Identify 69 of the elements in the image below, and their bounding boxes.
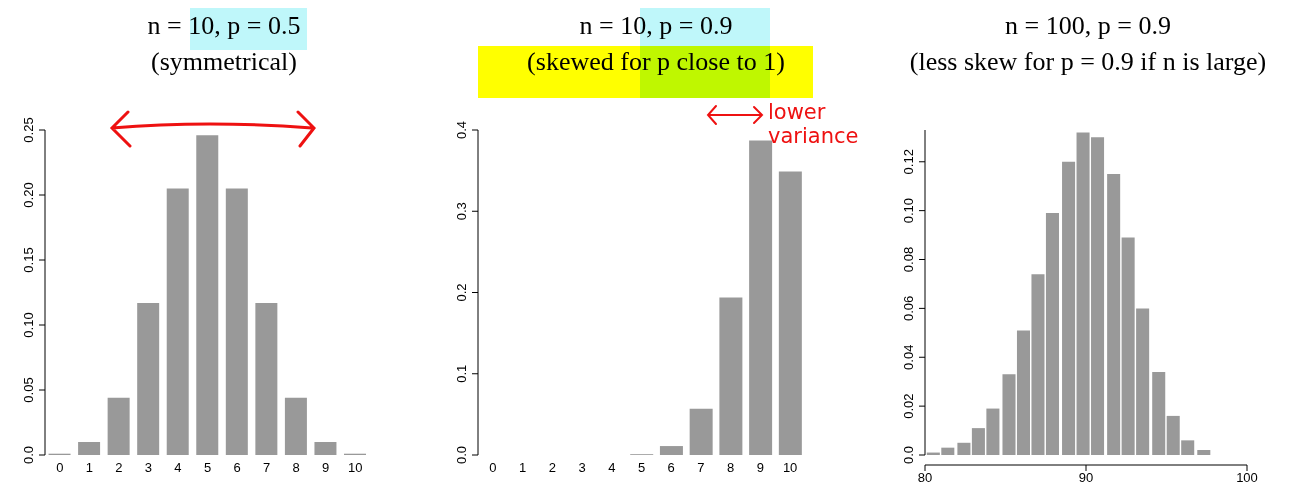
x-tick-label: 9 (322, 460, 330, 476)
y-tick-label: 0.0 (454, 445, 469, 465)
bar (137, 302, 160, 455)
bar (719, 297, 743, 455)
bar (659, 446, 683, 455)
y-tick-label: 0.20 (21, 182, 36, 208)
y-tick-label: 0.05 (21, 377, 36, 403)
y-tick-label: 0.12 (901, 149, 916, 175)
x-tick-label: 10 (347, 460, 363, 476)
y-tick-label: 0.25 (21, 117, 36, 143)
y-tick-label: 0.10 (901, 197, 916, 224)
x-tick-label: 80 (917, 470, 933, 486)
x-tick-label: 3 (144, 460, 153, 476)
x-tick-label: 0 (489, 460, 497, 476)
x-tick-label: 10 (782, 460, 798, 476)
x-tick-label: 0 (56, 460, 64, 476)
x-tick-label: 6 (667, 460, 675, 476)
bar (1197, 450, 1211, 455)
bar (1152, 371, 1166, 455)
y-tick-label: 0.15 (21, 247, 36, 273)
y-tick-label: 0.4 (454, 120, 469, 140)
y-tick-label: 0.06 (901, 295, 916, 322)
chart-title: n = 10, p = 0.9 (579, 11, 733, 40)
x-tick-label: 8 (292, 460, 300, 476)
y-tick-label: 0.0 (21, 445, 36, 465)
bar (166, 188, 189, 455)
y-tick-label: 0.08 (901, 246, 916, 273)
bar (284, 397, 307, 455)
chart-title: n = 100, p = 0.9 (1005, 11, 1171, 40)
bar (689, 408, 713, 455)
y-tick-label: 0.3 (454, 202, 469, 221)
bar (1045, 213, 1059, 455)
y-tick-label: 0.0 (901, 445, 916, 465)
chart-title: n = 10, p = 0.5 (147, 11, 301, 40)
y-tick-label: 0.10 (21, 312, 36, 338)
y-tick-label: 0.2 (454, 283, 469, 302)
bar (225, 188, 248, 455)
y-tick-label: 0.04 (901, 344, 916, 370)
x-tick-label: 7 (262, 460, 271, 476)
bar (1062, 161, 1076, 455)
x-tick-label: 8 (727, 460, 735, 476)
x-tick-label: 3 (578, 460, 586, 476)
chart-subtitle: (skewed for p close to 1) (527, 47, 785, 76)
bar (78, 442, 101, 455)
chart-subtitle: (less skew for p = 0.9 if n is large) (909, 47, 1267, 76)
bar (957, 442, 971, 455)
x-tick-label: 4 (608, 460, 616, 476)
y-tick-label: 0.1 (454, 364, 469, 383)
x-tick-label: 7 (697, 460, 705, 476)
x-tick-label: 4 (174, 460, 182, 476)
bar (196, 135, 219, 455)
x-tick-label: 1 (518, 460, 527, 476)
x-tick-label: 6 (233, 460, 241, 476)
x-tick-label: 100 (1236, 470, 1258, 486)
x-tick-label: 5 (637, 460, 646, 476)
bar (255, 302, 278, 455)
bar (1107, 173, 1121, 455)
x-tick-label: 90 (1078, 470, 1094, 486)
chart-subtitle: (symmetrical) (151, 47, 297, 76)
x-tick-label: 9 (756, 460, 765, 476)
x-tick-label: 5 (203, 460, 212, 476)
x-tick-label: 2 (115, 460, 123, 476)
bar (778, 171, 802, 455)
bar (107, 397, 130, 455)
annotation: lower variance (768, 100, 860, 148)
y-tick-label: 0.02 (901, 393, 916, 419)
x-tick-label: 2 (548, 460, 556, 476)
x-tick-label: 1 (85, 460, 93, 476)
bar (314, 442, 337, 455)
